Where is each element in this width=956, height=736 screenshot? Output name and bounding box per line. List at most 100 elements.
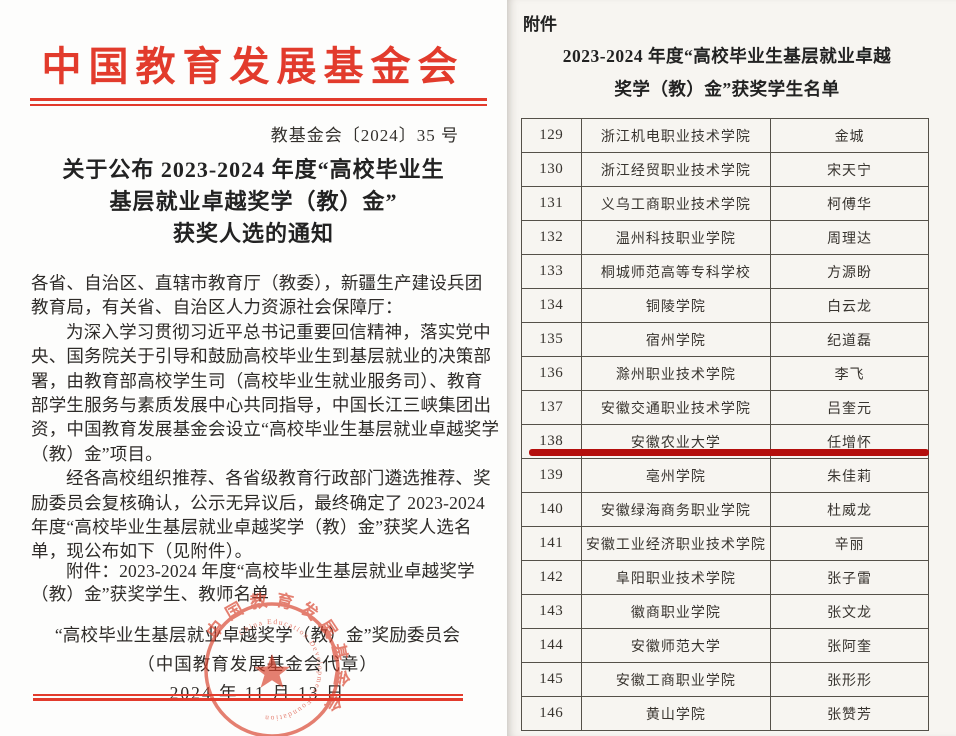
cell-name: 柯傅华 — [771, 187, 929, 221]
cell-no: 137 — [522, 391, 582, 425]
text-line: 经各高校组织推荐、各省级教育行政部门遴选推荐、奖 — [66, 468, 491, 489]
signature-committee: “高校毕业生基层就业卓越奖学（教）金”奖励委员会 — [54, 625, 461, 645]
cell-name: 张阿奎 — [771, 629, 929, 663]
cell-no: 145 — [522, 663, 582, 697]
signature-date: 2024 年 11 月 13 日 — [169, 683, 346, 703]
text-line: 为深入学习贯彻习近平总书记重要回信精神，落实党中 — [66, 321, 491, 342]
text-line: 励委员会复核确认，公示无异议后，最终确定了 2023-2024 — [31, 492, 485, 513]
cell-no: 131 — [522, 187, 582, 221]
text-line: 资，中国教育发展基金会设立“高校毕业生基层就业卓越奖学 — [31, 419, 500, 440]
text-line: （教）金”获奖学生、教师名单 — [31, 584, 270, 604]
notice-title-line3: 获奖人选的通知 — [172, 221, 334, 246]
cell-name: 杜威龙 — [771, 493, 929, 527]
cell-school: 安徽师范大学 — [581, 629, 772, 663]
row-138-red-underline — [529, 449, 929, 456]
table-row: 135 宿州学院 纪道磊 — [522, 323, 929, 357]
table-row: 131 义乌工商职业技术学院 柯傅华 — [522, 187, 929, 221]
cell-school: 黄山学院 — [581, 697, 772, 731]
document-number: 教基金会〔2024〕35 号 — [270, 126, 459, 145]
table-row: 132 温州科技职业学院 周理达 — [522, 221, 929, 255]
table-row: 146 黄山学院 张赞芳 — [522, 697, 929, 731]
table-row: 139 亳州学院 朱佳莉 — [522, 459, 929, 493]
paragraph: 为深入学习贯彻习近平总书记重要回信精神，落实党中央、国务院关于引导和鼓励高校毕业… — [31, 320, 500, 466]
cell-school: 铜陵学院 — [581, 289, 772, 323]
cell-no: 142 — [522, 561, 582, 595]
cell-name: 张赞芳 — [771, 697, 929, 731]
table-row: 136 滁州职业技术学院 李飞 — [522, 357, 929, 391]
cell-name: 张文龙 — [771, 595, 929, 629]
cell-name: 李飞 — [771, 357, 929, 391]
cell-no: 143 — [522, 595, 582, 629]
cell-school: 安徽交通职业技术学院 — [581, 391, 772, 425]
attachment-page: 附件 2023-2024 年度“高校毕业生基层就业卓越 奖学（教）金”获奖学生名… — [507, 0, 956, 736]
cell-name: 吕奎元 — [771, 391, 929, 425]
cell-school: 温州科技职业学院 — [581, 221, 772, 255]
paragraph: 经各高校组织推荐、各省级教育行政部门遴选推荐、奖励委员会复核确认，公示无异议后，… — [31, 466, 491, 564]
cell-name: 宋天宁 — [771, 153, 929, 187]
table-row: 130 浙江经贸职业技术学院 宋天宁 — [522, 153, 929, 187]
cell-name: 周理达 — [771, 221, 929, 255]
table-title-line1: 2023-2024 年度“高校毕业生基层就业卓越 — [562, 46, 892, 66]
text-line: 署，由教育部高校学生司（高校毕业生就业服务司）、教育 — [31, 370, 483, 391]
cell-school: 徽商职业学院 — [581, 595, 772, 629]
table-title: 2023-2024 年度“高校毕业生基层就业卓越 奖学（教）金”获奖学生名单 — [507, 40, 947, 106]
award-table-body: 129 浙江机电职业技术学院 金城 130 浙江经贸职业技术学院 宋天宁 131 义乌工商职业… — [521, 118, 929, 731]
table-row: 143 徽商职业学院 张文龙 — [522, 595, 929, 629]
cell-school: 阜阳职业技术学院 — [581, 561, 772, 595]
table-row: 134 铜陵学院 白云龙 — [522, 289, 929, 323]
table-title-line2: 奖学（教）金”获奖学生名单 — [614, 79, 840, 99]
header-rule-thick — [30, 98, 487, 101]
cell-name: 辛丽 — [771, 527, 929, 561]
notice-page: 中国教育发展基金会 教基金会〔2024〕35 号 关于公布 2023-2024 … — [20, 44, 500, 736]
cell-school: 安徽绿海商务职业学院 — [581, 493, 772, 527]
cell-no: 141 — [522, 527, 582, 561]
cell-name: 纪道磊 — [771, 323, 929, 357]
cell-no: 136 — [522, 357, 582, 391]
cell-no: 130 — [522, 153, 582, 187]
text-line: 单，现公布如下（见附件）。 — [31, 541, 253, 562]
cell-no: 140 — [522, 493, 582, 527]
text-line: 部学生服务与素质发展中心共同指导，中国长江三峡集团出 — [31, 395, 492, 416]
attachment-label: 附件 — [523, 15, 557, 34]
cell-no: 129 — [522, 119, 582, 153]
text-line: 教育局，有关省、自治区人力资源社会保障厅： — [31, 297, 403, 318]
cell-no: 144 — [522, 629, 582, 663]
cell-no: 138 — [522, 425, 582, 459]
table-row: 137 安徽交通职业技术学院 吕奎元 — [522, 391, 929, 425]
cell-name: 朱佳莉 — [771, 459, 929, 493]
cell-school: 宿州学院 — [581, 323, 772, 357]
text-line: 年度“高校毕业生基层就业卓越奖学（教）金”获奖人选名 — [31, 517, 472, 538]
text-line: 各省、自治区、直辖市教育厅（教委），新疆生产建设兵团 — [31, 273, 483, 293]
letter-body: 各省、自治区、直辖市教育厅（教委），新疆生产建设兵团 教育局，有关省、自治区人力资… — [31, 271, 500, 564]
cell-name: 金城 — [771, 119, 929, 153]
text-line: 央、国务院关于引导和鼓励高校毕业生到基层就业的决策部 — [31, 346, 492, 367]
cell-school: 义乌工商职业技术学院 — [581, 187, 772, 221]
attachment-note: 附件：2023-2024 年度“高校毕业生基层就业卓越奖学 （教）金”获奖学生、教… — [31, 560, 483, 606]
notice-title: 关于公布 2023-2024 年度“高校毕业生 基层就业卓越奖学（教）金” 获奖… — [20, 154, 487, 250]
header-rule-thin — [30, 104, 487, 106]
text-line: 附件：2023-2024 年度“高校毕业生基层就业卓越奖学 — [66, 561, 475, 581]
table-row: 129 浙江机电职业技术学院 金城 — [522, 119, 929, 153]
cell-name: 方源盼 — [771, 255, 929, 289]
paragraph: 附件：2023-2024 年度“高校毕业生基层就业卓越奖学 （教）金”获奖学生、教… — [31, 560, 483, 606]
table-row: 142 阜阳职业技术学院 张子雷 — [522, 561, 929, 595]
cell-school: 桐城师范高等专科学校 — [581, 255, 772, 289]
cell-school: 安徽工业经济职业技术学院 — [581, 527, 772, 561]
cell-no: 132 — [522, 221, 582, 255]
notice-title-line2: 基层就业卓越奖学（教）金” — [109, 189, 398, 214]
cell-school: 浙江经贸职业技术学院 — [581, 153, 772, 187]
table-row: 133 桐城师范高等专科学校 方源盼 — [522, 255, 929, 289]
text-line: （教）金”项目。 — [31, 443, 163, 464]
notice-title-line1: 关于公布 2023-2024 年度“高校毕业生 — [62, 157, 445, 182]
cell-no: 133 — [522, 255, 582, 289]
cell-no: 146 — [522, 697, 582, 731]
cell-name: 白云龙 — [771, 289, 929, 323]
cell-school: 安徽工商职业学院 — [581, 663, 772, 697]
table-row: 141 安徽工业经济职业技术学院 辛丽 — [522, 527, 929, 561]
cell-no: 134 — [522, 289, 582, 323]
cell-no: 135 — [522, 323, 582, 357]
cell-school: 亳州学院 — [581, 459, 772, 493]
table-row: 144 安徽师范大学 张阿奎 — [522, 629, 929, 663]
cell-school: 浙江机电职业技术学院 — [581, 119, 772, 153]
